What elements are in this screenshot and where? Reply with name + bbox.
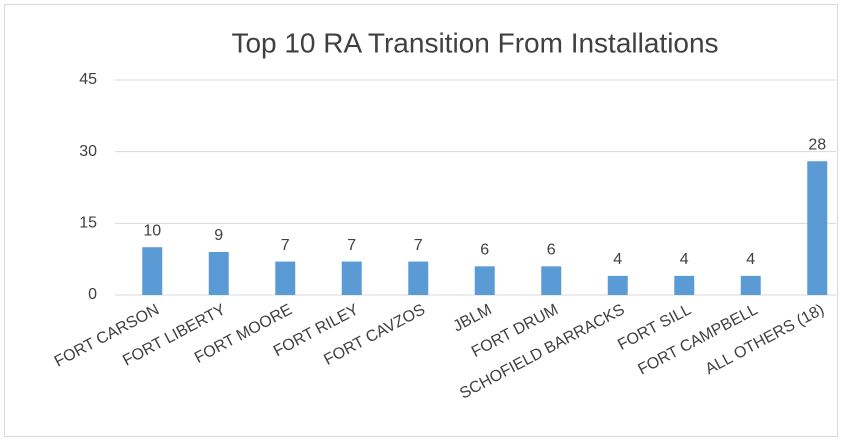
bar bbox=[341, 261, 362, 295]
data-label: 28 bbox=[808, 136, 826, 153]
chart-border bbox=[4, 4, 838, 437]
bar bbox=[607, 275, 628, 295]
data-label: 9 bbox=[214, 227, 223, 244]
bar bbox=[674, 275, 695, 295]
y-tick-label: 0 bbox=[88, 286, 97, 303]
bar bbox=[807, 161, 828, 295]
y-tick-label: 30 bbox=[79, 143, 97, 160]
bar bbox=[275, 261, 296, 295]
bar bbox=[740, 275, 761, 295]
data-label: 10 bbox=[143, 222, 161, 239]
bar bbox=[408, 261, 429, 295]
y-tick-label: 45 bbox=[79, 71, 97, 88]
data-label: 4 bbox=[613, 251, 622, 268]
bar bbox=[142, 247, 163, 295]
bar bbox=[541, 266, 562, 295]
data-label: 7 bbox=[414, 237, 423, 254]
data-label: 4 bbox=[680, 251, 689, 268]
bar bbox=[474, 266, 495, 295]
data-label: 6 bbox=[480, 242, 489, 259]
data-label: 4 bbox=[746, 251, 755, 268]
y-tick-label: 15 bbox=[79, 215, 97, 232]
chart-title: Top 10 RA Transition From Installations bbox=[231, 27, 718, 58]
data-label: 7 bbox=[347, 237, 356, 254]
data-label: 7 bbox=[281, 237, 290, 254]
data-label: 6 bbox=[547, 242, 556, 259]
bar bbox=[208, 252, 229, 295]
